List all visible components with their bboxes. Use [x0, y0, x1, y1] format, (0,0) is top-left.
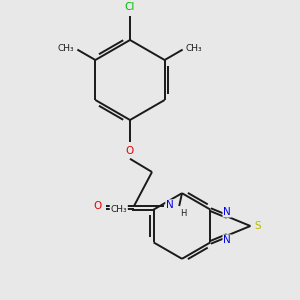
Text: N: N [223, 235, 231, 245]
Text: H: H [180, 209, 186, 218]
Text: CH₃: CH₃ [58, 44, 74, 53]
Text: O: O [126, 146, 134, 156]
Text: Cl: Cl [125, 2, 135, 12]
Text: O: O [93, 201, 101, 211]
Text: CH₃: CH₃ [110, 205, 127, 214]
Text: CH₃: CH₃ [185, 44, 202, 53]
Text: N: N [166, 200, 174, 210]
Text: S: S [254, 221, 261, 231]
Text: N: N [223, 207, 231, 217]
